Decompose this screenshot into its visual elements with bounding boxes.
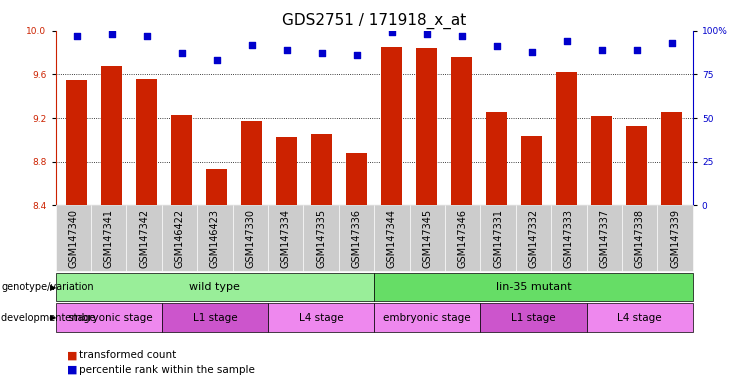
Bar — [206, 169, 227, 205]
Text: ■: ■ — [67, 365, 77, 375]
Point — [141, 33, 153, 39]
Text: GSM147334: GSM147334 — [281, 209, 290, 268]
Point — [210, 57, 222, 63]
Text: development stage: development stage — [1, 313, 96, 323]
Point — [666, 40, 678, 46]
Bar — [486, 111, 508, 205]
Text: GSM147330: GSM147330 — [245, 209, 256, 268]
Point — [70, 33, 82, 39]
Text: GSM147341: GSM147341 — [104, 209, 113, 268]
Bar — [451, 57, 472, 205]
Bar — [346, 153, 368, 205]
Text: GSM146423: GSM146423 — [210, 209, 220, 268]
Bar — [276, 137, 297, 205]
Text: L1 stage: L1 stage — [193, 313, 237, 323]
Text: ▶: ▶ — [50, 283, 56, 291]
Point — [561, 38, 573, 44]
Point — [176, 50, 187, 56]
Text: GSM146422: GSM146422 — [174, 209, 185, 268]
Bar — [241, 121, 262, 205]
Text: GSM147340: GSM147340 — [68, 209, 79, 268]
Bar — [171, 115, 192, 205]
Text: embryonic stage: embryonic stage — [384, 313, 471, 323]
Point — [421, 31, 433, 37]
Point — [246, 41, 258, 48]
Bar — [101, 66, 122, 205]
Text: percentile rank within the sample: percentile rank within the sample — [79, 365, 255, 375]
Text: L4 stage: L4 stage — [617, 313, 662, 323]
Point — [106, 31, 118, 37]
Bar — [626, 126, 648, 205]
Text: GSM147345: GSM147345 — [422, 209, 432, 268]
Bar — [591, 116, 612, 205]
Point — [386, 30, 398, 36]
Text: genotype/variation: genotype/variation — [1, 282, 94, 292]
Text: ▶: ▶ — [50, 313, 56, 322]
Point — [281, 47, 293, 53]
Bar — [66, 80, 87, 205]
Text: GSM147339: GSM147339 — [670, 209, 680, 268]
Text: L4 stage: L4 stage — [299, 313, 343, 323]
Text: GSM147333: GSM147333 — [564, 209, 574, 268]
Bar — [416, 48, 437, 205]
Text: GSM147331: GSM147331 — [493, 209, 503, 268]
Point — [491, 43, 502, 50]
Point — [350, 52, 362, 58]
Text: embryonic stage: embryonic stage — [65, 313, 153, 323]
Title: GDS2751 / 171918_x_at: GDS2751 / 171918_x_at — [282, 13, 466, 29]
Text: L1 stage: L1 stage — [511, 313, 556, 323]
Text: lin-35 mutant: lin-35 mutant — [496, 282, 571, 292]
Bar — [311, 134, 332, 205]
Text: wild type: wild type — [190, 282, 240, 292]
Bar — [661, 111, 682, 205]
Text: GSM147338: GSM147338 — [635, 209, 645, 268]
Point — [526, 49, 538, 55]
Text: GSM147337: GSM147337 — [599, 209, 609, 268]
Text: ■: ■ — [67, 350, 77, 360]
Bar — [381, 47, 402, 205]
Point — [631, 47, 642, 53]
Bar — [521, 136, 542, 205]
Text: GSM147342: GSM147342 — [139, 209, 149, 268]
Point — [316, 50, 328, 56]
Text: GSM147344: GSM147344 — [387, 209, 397, 268]
Bar — [136, 79, 157, 205]
Text: GSM147335: GSM147335 — [316, 209, 326, 268]
Text: transformed count: transformed count — [79, 350, 176, 360]
Text: GSM147346: GSM147346 — [458, 209, 468, 268]
Point — [596, 47, 608, 53]
Text: GSM147336: GSM147336 — [351, 209, 362, 268]
Text: GSM147332: GSM147332 — [528, 209, 539, 268]
Point — [456, 33, 468, 39]
Bar — [556, 72, 577, 205]
